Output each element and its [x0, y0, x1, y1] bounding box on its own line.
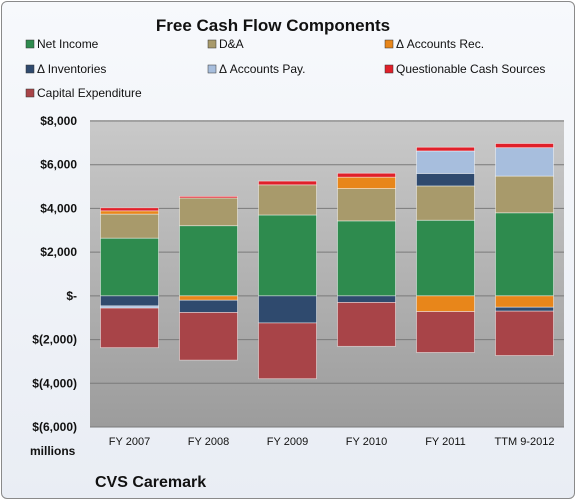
bar-segment-capital-expenditure [100, 307, 159, 349]
x-category-label: FY 2009 [267, 436, 308, 448]
legend-swatch-questionable-cash-sources [384, 64, 394, 74]
bar-segment-capital-expenditure [337, 302, 396, 347]
y-tick-label: $(6,000) [32, 420, 77, 434]
legend-swatch-d-a [207, 39, 217, 49]
units-label: millions [30, 444, 76, 458]
y-tick-label: $(2,000) [32, 333, 77, 347]
legend-label-questionable-cash-sources: Questionable Cash Sources [396, 62, 545, 76]
bar-segment-delta-accounts-rec [100, 210, 159, 215]
bar-segment-net-income [179, 225, 238, 297]
bar-segment-delta-accounts-rec [337, 176, 396, 189]
y-tick-label: $- [66, 289, 77, 303]
legend-label-capital-expenditure: Capital Expenditure [37, 86, 142, 100]
legend-label-delta-accounts-pay: Δ Accounts Pay. [219, 62, 306, 76]
legend-swatch-delta-accounts-rec [384, 39, 394, 49]
bar-segment-d-a [337, 188, 396, 222]
bar-segment-capital-expenditure [258, 322, 317, 380]
bar-segment-d-a [100, 213, 159, 239]
bar-segment-capital-expenditure [179, 312, 238, 361]
bar-segment-questionable-cash-sources [495, 143, 554, 149]
legend: Net Income D&A Δ Accounts Rec. Δ Inventorie… [25, 37, 545, 100]
y-tick-label: $6,000 [40, 158, 77, 172]
x-category-label: TTM 9-2012 [495, 436, 555, 448]
bar-segment-delta-accounts-pay [416, 150, 475, 174]
x-axis-category-labels: FY 2007 FY 2008 FY 2009 FY 2010 FY 2011 TTM 9… [109, 436, 555, 448]
bar-segment-delta-accounts-rec [179, 295, 238, 301]
y-tick-label: $8,000 [40, 114, 77, 128]
bar-segment-delta-inventories [416, 173, 475, 187]
bar-segment-net-income [416, 219, 475, 297]
company-name: CVS Caremark [95, 474, 206, 491]
y-axis-tick-labels: $8,000 $6,000 $4,000 $2,000 $- $(2,000) $(4,00… [32, 114, 77, 434]
chart-title: Free Cash Flow Components [156, 16, 390, 35]
legend-label-delta-inventories: Δ Inventories [37, 62, 106, 76]
bar-segment-questionable-cash-sources [416, 146, 475, 152]
bar-segment-d-a [258, 184, 317, 216]
bar-segment-questionable-cash-sources [179, 196, 238, 199]
bar-segment-delta-accounts-pay [495, 147, 554, 177]
bar-segment-net-income [258, 214, 317, 297]
y-tick-label: $2,000 [40, 245, 77, 259]
bar-segment-d-a [416, 185, 475, 221]
x-category-label: FY 2008 [188, 436, 229, 448]
bar-segment-delta-accounts-rec [495, 295, 554, 308]
legend-swatch-net-income [25, 39, 35, 49]
bar-segment-net-income [100, 237, 159, 297]
bar-segment-net-income [337, 220, 396, 297]
y-tick-label: $4,000 [40, 201, 77, 215]
legend-swatch-capital-expenditure [25, 88, 35, 98]
bar-segment-capital-expenditure [495, 310, 554, 356]
legend-label-d-a: D&A [219, 37, 244, 51]
bar-segment-questionable-cash-sources [258, 180, 317, 186]
x-category-label: FY 2007 [109, 436, 150, 448]
x-category-label: FY 2010 [346, 436, 387, 448]
bar-segment-capital-expenditure [416, 311, 475, 353]
plot-area [90, 120, 564, 427]
bar-segment-d-a [179, 197, 238, 227]
bar-segment-questionable-cash-sources [337, 172, 396, 178]
legend-label-net-income: Net Income [37, 37, 99, 51]
bar-segment-delta-inventories [100, 295, 159, 307]
bar-segment-delta-inventories [179, 299, 238, 313]
x-category-label: FY 2011 [425, 436, 466, 448]
bar-segment-delta-inventories [337, 295, 396, 303]
bar-segment-d-a [495, 175, 554, 214]
bar-segment-delta-inventories [258, 295, 317, 324]
bar-segment-delta-inventories [495, 306, 554, 312]
bar-segment-delta-accounts-rec [416, 295, 475, 312]
legend-label-delta-accounts-rec: Δ Accounts Rec. [396, 37, 484, 51]
legend-swatch-delta-inventories [25, 64, 35, 74]
gridlines [90, 120, 564, 428]
y-tick-label: $(4,000) [32, 376, 77, 390]
bar-segment-questionable-cash-sources [100, 207, 159, 212]
legend-swatch-delta-accounts-pay [207, 64, 217, 74]
bar-segment-net-income [495, 212, 554, 297]
bars [100, 143, 554, 380]
